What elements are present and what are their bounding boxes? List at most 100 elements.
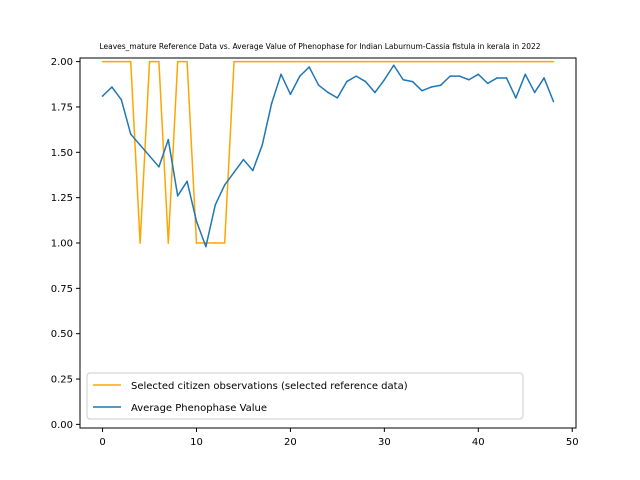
data-point xyxy=(505,60,508,63)
x-tick-label: 20 xyxy=(284,437,297,448)
data-point xyxy=(111,86,113,88)
data-point xyxy=(421,89,423,92)
data-point xyxy=(233,60,235,63)
y-tick-label: 1.25 xyxy=(51,193,73,204)
data-point xyxy=(223,184,226,186)
y-axis: 0.00 0.25 0.50 0.75 1.00 1.25 1.50 1.75 2.00 xyxy=(51,57,80,431)
data-point xyxy=(421,60,423,63)
data-point xyxy=(496,60,498,63)
data-point xyxy=(233,171,235,174)
data-point xyxy=(317,60,320,63)
y-tick-label: 1.50 xyxy=(51,148,73,159)
data-point xyxy=(336,97,339,99)
data-point xyxy=(355,60,357,63)
y-tick-label: 0.50 xyxy=(51,329,73,340)
data-point xyxy=(458,75,461,77)
data-point xyxy=(252,60,254,63)
data-point xyxy=(383,60,386,63)
data-point xyxy=(402,78,404,81)
data-point xyxy=(186,60,188,63)
data-point xyxy=(515,60,517,63)
data-point xyxy=(355,75,357,77)
legend-box xyxy=(86,372,524,420)
data-point xyxy=(533,60,536,63)
data-point xyxy=(205,245,207,248)
data-point xyxy=(242,158,245,161)
legend: Selected citizen observations (selected … xyxy=(86,372,524,420)
data-point xyxy=(299,60,301,63)
chart-title: Leaves_mature Reference Data vs. Average… xyxy=(99,42,540,51)
data-point xyxy=(486,82,489,85)
data-point xyxy=(345,80,348,83)
x-tick-label: 0 xyxy=(99,437,105,448)
data-point xyxy=(139,242,141,244)
data-point xyxy=(261,60,264,63)
data-point xyxy=(364,60,367,63)
data-point xyxy=(101,95,104,97)
legend-label: Selected citizen observations (selected … xyxy=(131,381,408,392)
data-point xyxy=(158,60,160,63)
data-point xyxy=(195,242,198,244)
x-axis: 0 10 20 30 40 50 xyxy=(99,428,579,448)
data-point xyxy=(402,60,404,63)
data-point xyxy=(543,77,545,79)
data-point xyxy=(477,60,480,63)
data-point xyxy=(176,60,179,63)
series-layer xyxy=(101,60,555,248)
data-point xyxy=(270,102,273,105)
data-point xyxy=(345,60,348,63)
data-point xyxy=(477,73,480,76)
data-point xyxy=(468,60,470,63)
data-point xyxy=(317,84,320,87)
data-point xyxy=(543,60,545,63)
data-point xyxy=(308,60,311,63)
data-point xyxy=(336,60,339,63)
data-point xyxy=(505,77,508,79)
data-point xyxy=(167,138,170,141)
data-point xyxy=(430,60,433,63)
data-point xyxy=(468,78,470,81)
data-point xyxy=(439,84,442,87)
data-point xyxy=(158,166,160,168)
data-point xyxy=(176,195,179,197)
data-point xyxy=(148,60,151,63)
x-tick-label: 40 xyxy=(472,437,485,448)
data-point xyxy=(411,60,414,63)
x-tick-label: 10 xyxy=(190,437,203,448)
data-point xyxy=(252,169,254,172)
y-tick-label: 0.25 xyxy=(51,375,73,386)
data-point xyxy=(129,60,132,63)
data-point xyxy=(289,93,292,96)
x-tick-label: 50 xyxy=(566,437,579,448)
data-point xyxy=(214,242,217,244)
data-point xyxy=(449,75,451,77)
data-point xyxy=(496,77,498,79)
data-point xyxy=(289,60,292,63)
data-point xyxy=(327,60,329,63)
data-point xyxy=(308,66,311,68)
data-point xyxy=(552,60,555,63)
data-point xyxy=(242,60,245,63)
data-point xyxy=(374,91,376,94)
data-point xyxy=(214,204,217,206)
data-point xyxy=(392,64,395,67)
data-point xyxy=(139,144,141,146)
data-point xyxy=(148,155,151,157)
data-point xyxy=(449,60,451,63)
data-point xyxy=(392,60,395,63)
plot-frame xyxy=(79,57,577,429)
data-point xyxy=(101,60,104,63)
data-point xyxy=(111,60,113,63)
data-point xyxy=(261,144,264,146)
data-point xyxy=(524,60,527,63)
data-point xyxy=(533,91,536,94)
data-point xyxy=(458,60,461,63)
legend-label: Average Phenophase Value xyxy=(131,403,267,414)
data-point xyxy=(439,60,442,63)
data-point xyxy=(186,180,188,183)
data-point xyxy=(167,242,170,244)
y-tick-label: 1.75 xyxy=(51,102,73,113)
y-tick-label: 0.00 xyxy=(51,420,73,431)
data-point xyxy=(120,60,123,63)
